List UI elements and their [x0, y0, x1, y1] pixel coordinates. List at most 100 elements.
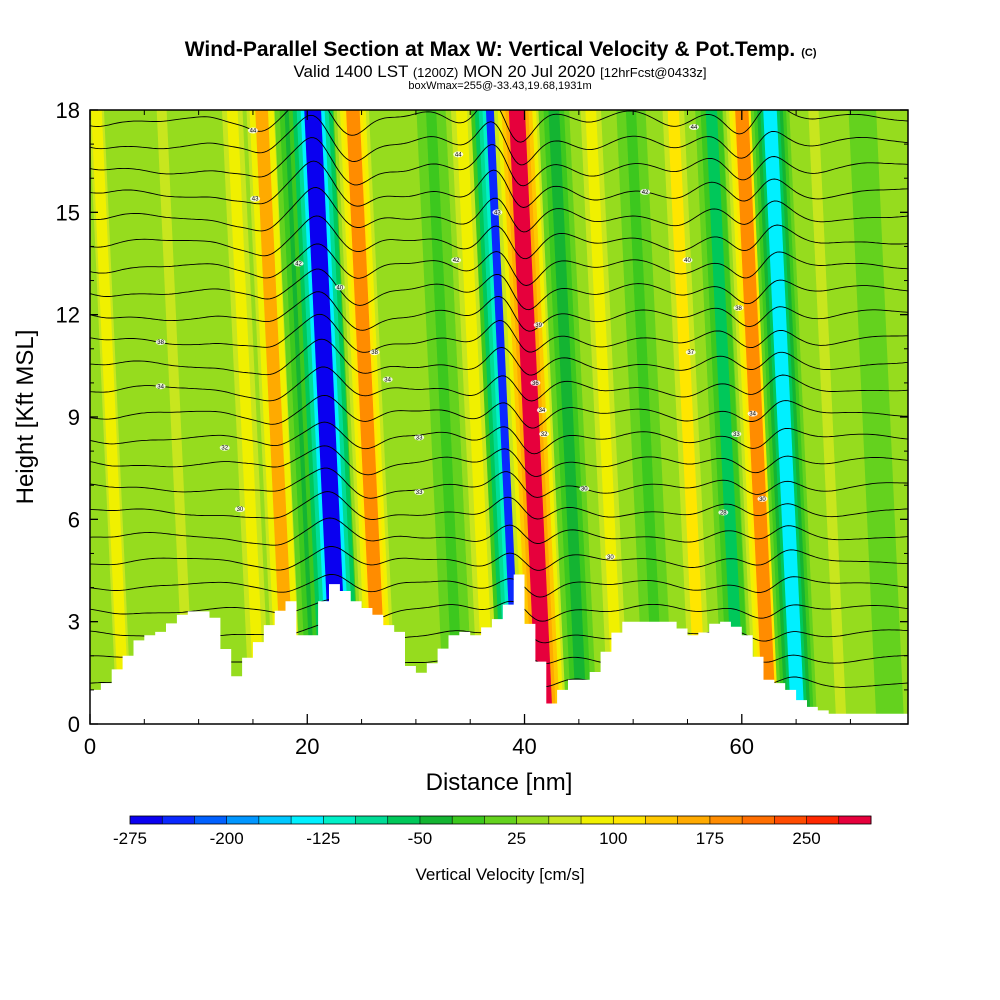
- colorbar-swatch: [548, 816, 582, 824]
- contour-label: 42: [642, 190, 649, 196]
- subtitle-valid: Valid 1400 LST: [293, 62, 412, 81]
- contour-label: 43: [494, 210, 501, 216]
- contour-label-bg: [414, 434, 425, 441]
- colorbar-swatch: [323, 816, 357, 824]
- theta-contour: [90, 546, 908, 571]
- contour-label-group: 34: [747, 410, 758, 418]
- theta-contour: [90, 421, 908, 455]
- contour-label-group: 30: [234, 506, 245, 513]
- contour-label: 33: [733, 432, 740, 438]
- contour-label-group: 33: [414, 489, 425, 496]
- contour-label: 43: [252, 197, 259, 203]
- contour-label: 40: [337, 285, 344, 291]
- theta-contour: [90, 110, 908, 143]
- contour-label-bg: [155, 383, 166, 390]
- contour-label-group: 38: [733, 304, 744, 312]
- contour-label-group: 40: [682, 257, 693, 264]
- velocity-band-core: [156, 110, 195, 724]
- colorbar-swatch: [613, 816, 646, 824]
- contour-label-bg: [539, 431, 550, 438]
- colorbar-tick-label: -50: [408, 829, 433, 848]
- contour-label-group: 43: [250, 195, 261, 203]
- theta-contour: [90, 394, 908, 429]
- y-axis-label: Height [Kft MSL]: [12, 330, 39, 505]
- y-tick-label: 6: [68, 507, 80, 532]
- subtitle-utc: (1200Z): [413, 65, 459, 80]
- contour-label-bg: [247, 127, 258, 134]
- velocity-band-core: [625, 110, 664, 724]
- subtitle-forecast: [12hrFcst@0433z]: [600, 65, 706, 80]
- colorbar-swatch: [452, 816, 485, 824]
- theta-contour: [90, 313, 908, 353]
- theta-contour: [90, 187, 908, 233]
- contour-label-group: 32: [219, 444, 230, 452]
- x-axis-label: Distance [nm]: [426, 769, 573, 796]
- contour-label-group: 30: [605, 553, 616, 561]
- colorbar-tick-label: 25: [507, 829, 526, 848]
- contour-label-bg: [731, 431, 742, 438]
- contour-label-group: 37: [685, 349, 696, 356]
- colorbar-swatch: [419, 816, 453, 824]
- y-tick-label: 15: [56, 200, 80, 225]
- contour-label: 44: [250, 128, 257, 134]
- theta-contour: [90, 573, 908, 598]
- velocity-band-core: [808, 110, 847, 724]
- chart-subtitle: Valid 1400 LST (1200Z) MON 20 Jul 2020 […: [293, 62, 706, 81]
- contour-label-group: 30: [757, 495, 768, 503]
- contour-label: 38: [157, 340, 164, 346]
- colorbar-swatch: [355, 816, 389, 824]
- velocity-band-core: [346, 110, 388, 724]
- theta-contour: [90, 291, 908, 332]
- colorbar: -275 -200 -125 -50 25 100 175 250: [113, 815, 872, 848]
- contour-label: 39: [535, 323, 542, 329]
- chart-title: Wind-Parallel Section at Max W: Vertical…: [185, 38, 796, 61]
- contour-label-bg: [733, 304, 744, 311]
- contour-label: 33: [416, 435, 423, 441]
- contour-label: 42: [295, 262, 302, 268]
- contour-label-bg: [250, 195, 261, 202]
- colorbar-label: Vertical Velocity [cm/s]: [415, 865, 584, 884]
- y-tick-label: 18: [56, 98, 80, 123]
- velocity-band-core: [304, 110, 349, 724]
- contour-label: 34: [539, 408, 546, 414]
- y-tick-label: 12: [56, 303, 80, 328]
- contour-label-group: 38: [369, 349, 380, 356]
- x-tick-label: 40: [512, 734, 536, 759]
- contour-label: 37: [687, 350, 694, 356]
- contour-label-bg: [747, 410, 758, 417]
- y-tick-label: 0: [68, 712, 80, 737]
- contour-label: 34: [749, 412, 756, 418]
- theta-contour: [90, 137, 908, 187]
- contour-label-group: 36: [530, 379, 541, 387]
- contour-label: 44: [691, 125, 698, 131]
- contour-label: 33: [416, 490, 423, 496]
- contour-label-bg: [688, 124, 699, 131]
- contour-label-bg: [293, 260, 304, 267]
- velocity-band-core: [667, 110, 707, 724]
- colorbar-swatch: [742, 816, 775, 824]
- colorbar-tick-label: -125: [306, 829, 340, 848]
- x-tick-label: 0: [84, 734, 96, 759]
- contour-label-bg: [334, 284, 345, 291]
- colorbar-tick-label: 175: [696, 829, 724, 848]
- theta-contour: [90, 243, 908, 286]
- velocity-band-core: [508, 110, 553, 724]
- theta-contour: [90, 114, 908, 166]
- contour-label: 38: [735, 306, 742, 312]
- contour-label-bg: [757, 495, 768, 502]
- x-tick-label: 20: [295, 734, 319, 759]
- colorbar-swatch: [774, 816, 808, 824]
- colorbar-swatch: [162, 816, 195, 824]
- contour-label-bg: [155, 338, 166, 345]
- theta-contour: [90, 491, 908, 520]
- contour-label-group: 34: [536, 407, 547, 414]
- contour-label-group: 44: [688, 124, 699, 131]
- y-tick-label: 3: [68, 610, 80, 635]
- velocity-band-core: [455, 110, 495, 724]
- contour-label-group: 43: [492, 209, 503, 216]
- contour-label: 32: [541, 432, 548, 438]
- contour-label-group: 40: [334, 284, 345, 291]
- velocity-band-core: [735, 110, 777, 724]
